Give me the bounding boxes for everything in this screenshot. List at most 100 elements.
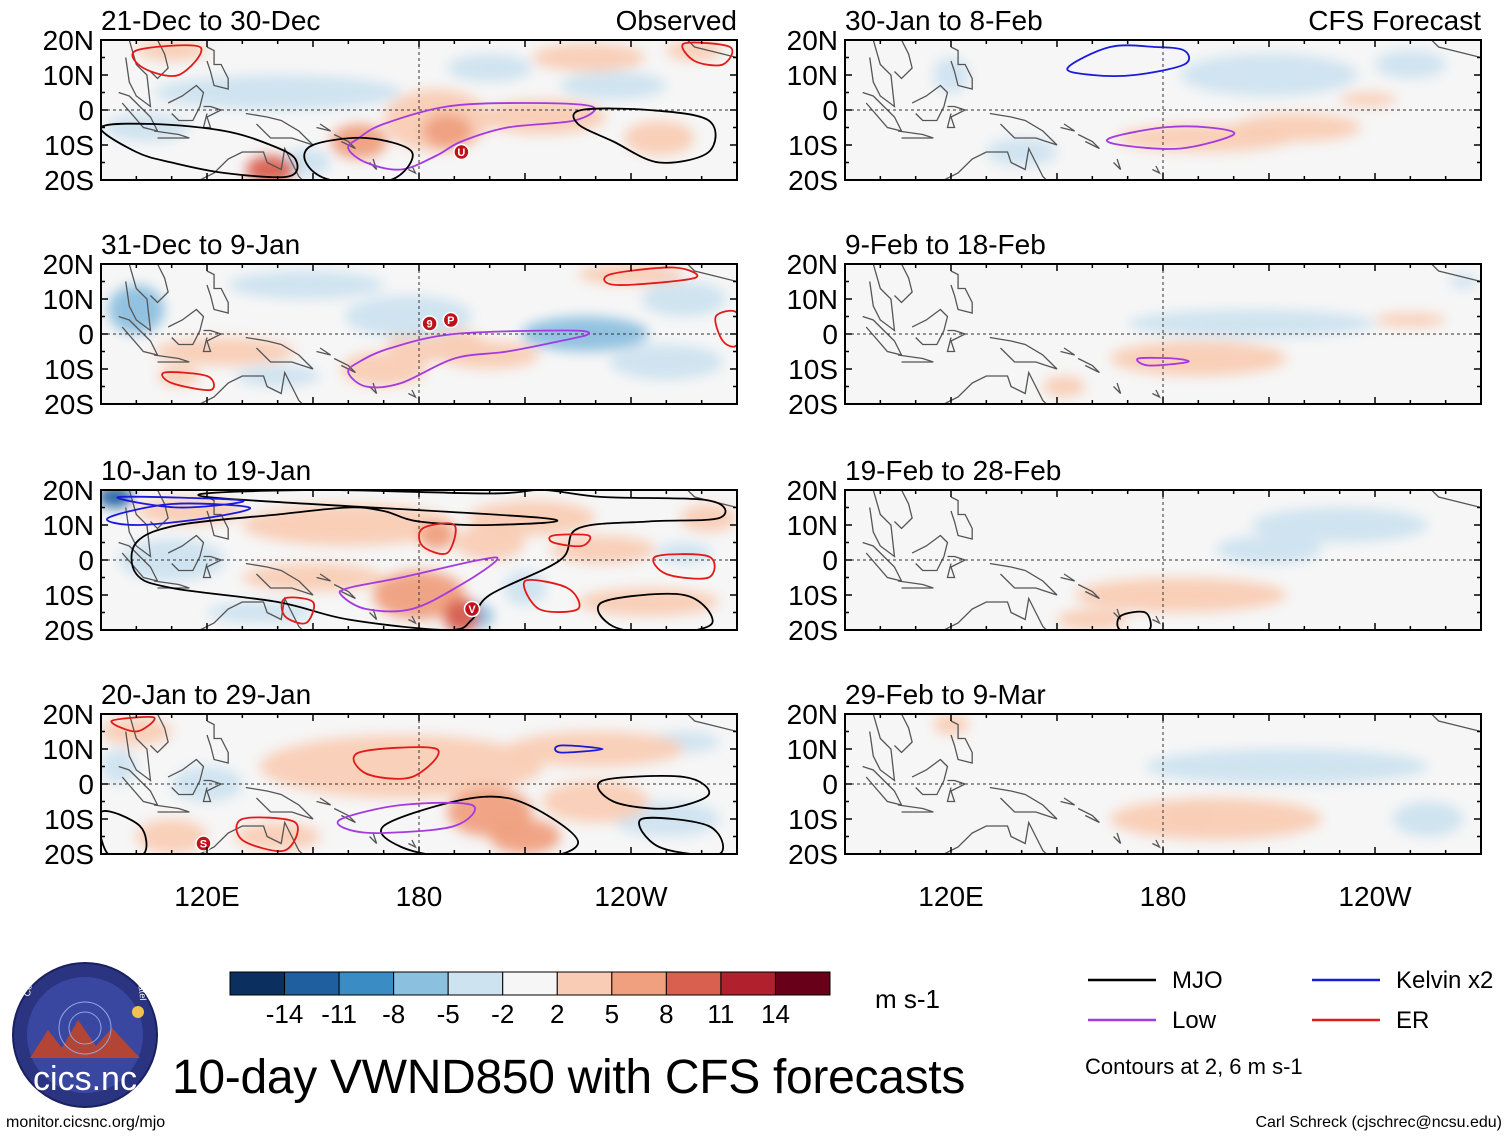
storm-symbol [421,315,438,332]
coastline [316,123,332,132]
anomaly-patch [260,735,543,798]
mjo-contour [380,795,579,854]
coastline [150,490,169,530]
coastline [202,555,223,579]
coastlines [118,264,737,404]
map-panel-obs3: V 20N 10N 0 10S 20S 10-Jan to 19-Jan [43,455,738,646]
figure-title: 10-day VWND850 with CFS forecasts [172,1051,966,1104]
coastline [245,786,314,820]
anomaly-patch [154,75,402,110]
anomaly-patch [666,40,723,61]
coastline [118,765,159,806]
coastline [150,714,169,754]
anomaly-patch [1339,92,1397,107]
lat-tick-label: 10S [44,804,94,835]
lat-tick-label: 0 [822,545,838,576]
coastline [245,112,314,146]
shaded-field [101,717,720,854]
lat-tick-label: 20S [788,615,838,646]
coastline [687,40,737,59]
author-credit: Carl Schreck (cjschrec@ncsu.edu) [1255,1114,1502,1131]
anomaly-patch [655,542,713,564]
low-contour [1106,125,1236,150]
colorbar-swatch [447,971,504,996]
anomaly-patch [422,113,472,149]
shaded-field [104,40,723,180]
lat-tick-label: 10S [44,354,94,385]
panel-header: CFS Forecast [1308,5,1481,36]
mjo-contour [101,122,299,179]
coastline [408,615,417,625]
low-contour [1136,356,1190,367]
mjo-contour [597,592,714,630]
coastline [153,130,190,139]
colorbar-units: m s-1 [875,984,940,1014]
lat-tick-label: 20S [788,165,838,196]
coastline [167,534,205,572]
legend-label: Low [1172,1007,1217,1034]
coastline [1152,839,1161,849]
coastline [989,786,1058,820]
anomaly-patch [1042,376,1086,397]
source-url[interactable]: monitor.cicsnc.org/mjo [6,1114,166,1131]
coastline [202,779,223,803]
lat-tick-label: 20N [43,25,94,56]
coastline [687,714,737,733]
storm-marker: P [442,311,460,329]
lat-tick-label: 20S [44,389,94,420]
colorbar-swatch [393,971,449,996]
map-panel-obs1: U 20N 10N 0 10S 20S 21-Dec to 30-Dec Observed [43,5,738,196]
kelvin-contour [116,495,245,509]
coastline [198,596,304,630]
er-contour [714,309,737,348]
coastline [946,779,967,803]
anomaly-patch [1392,801,1464,837]
anomaly-patch [542,780,649,823]
coastline [862,541,903,582]
anomaly-patch [641,281,727,317]
coastline [897,130,934,139]
storm-symbol [442,311,460,329]
lat-tick-label: 10N [787,60,838,91]
coastline [894,714,913,754]
coastlines [118,714,737,854]
colorbar-swatch [284,971,340,996]
kelvin-contour [554,744,604,754]
er-contour [131,44,203,77]
er-contour [110,716,156,733]
legend: MJO Kelvin x2 Low ER Contours at 2, 6 m s-1 [1085,967,1493,1079]
coastline [911,84,949,122]
coastline [989,562,1058,596]
coastline [369,608,378,620]
lat-tick-label: 0 [78,319,94,350]
coastline [1113,608,1122,620]
storm-marker: S [195,835,212,852]
anomaly-patch [101,490,133,508]
storm-label: U [457,147,465,159]
anomaly-patch [680,504,737,532]
low-contour [347,102,596,171]
coastline [894,40,913,80]
coastline [1060,797,1076,806]
anomaly-patch [1449,274,1478,289]
colorbar-swatch [720,971,776,996]
storm-marker: U [453,143,470,161]
coastline [942,370,1048,404]
coastline [869,264,896,332]
coastline [911,308,949,346]
coastline [946,329,967,353]
panel-date-range: 30-Jan to 8-Feb [845,5,1043,36]
colorbar-swatch [502,971,558,996]
panel-plot-area [845,490,1481,630]
colorbar-tick-label: 11 [707,999,734,1029]
coastline [1431,264,1481,283]
coastline [153,354,190,363]
coastline [1152,615,1161,625]
logo-text: cics.nc [33,1060,137,1098]
storm-marker: 9 [421,315,438,332]
coastline [869,490,896,558]
panel-date-range: 31-Dec to 9-Jan [101,229,300,260]
er-contour [681,41,734,67]
